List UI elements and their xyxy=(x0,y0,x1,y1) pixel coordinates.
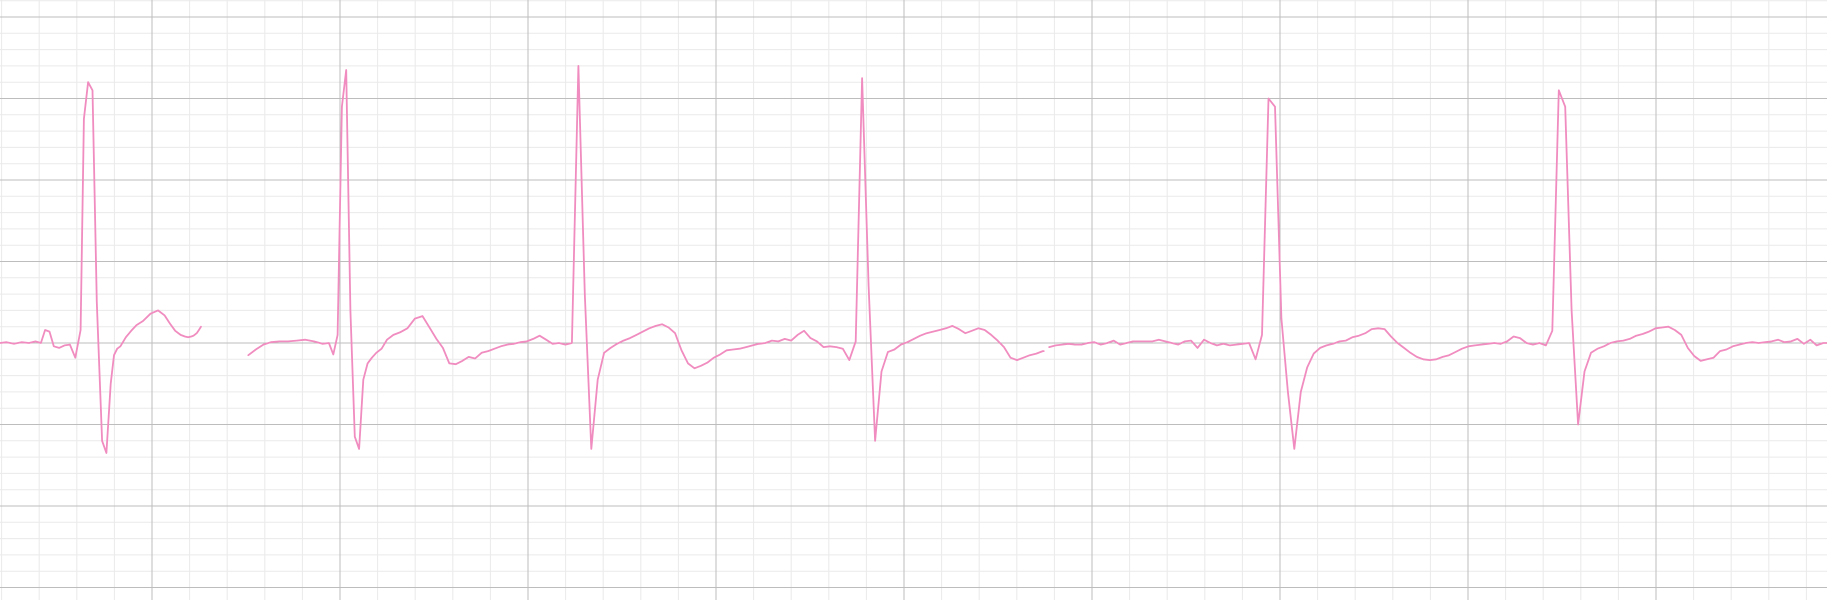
ecg-trace-segment-3 xyxy=(1048,89,1827,450)
ecg-trace-segment-2 xyxy=(247,65,1045,450)
ecg-trace-segment-1 xyxy=(0,81,202,454)
ecg-trace xyxy=(0,65,1827,454)
